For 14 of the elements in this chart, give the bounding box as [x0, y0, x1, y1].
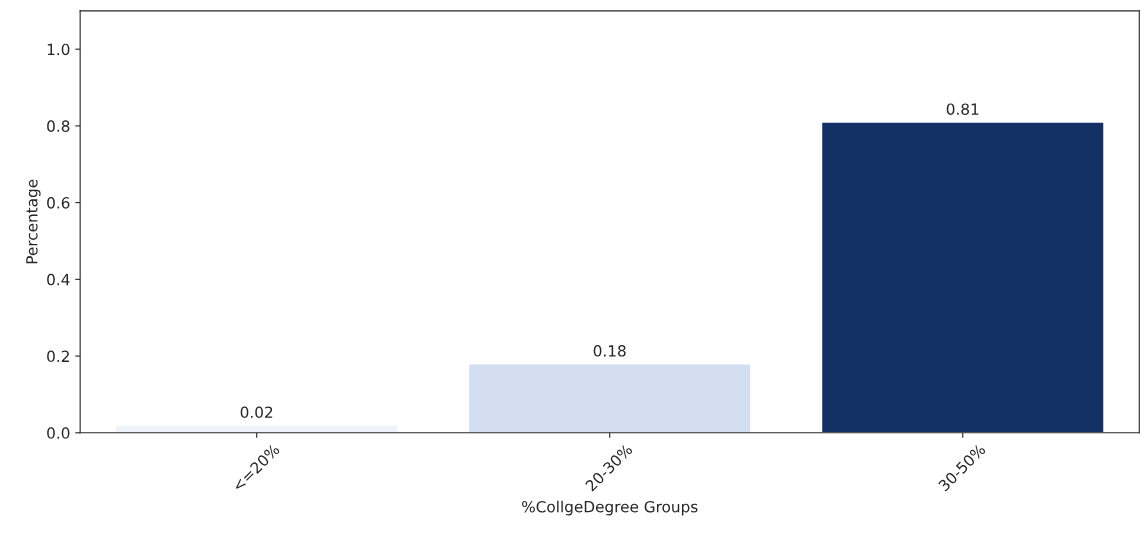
y-tick-label: 0.0 [47, 427, 70, 439]
y-tick-label: 0.8 [47, 120, 70, 132]
y-tick-label: 0.6 [47, 197, 70, 209]
data-label: 0.81 [946, 103, 979, 115]
x-axis-title: %CollgeDegree Groups [522, 500, 698, 516]
y-tick-label: 0.4 [47, 273, 70, 286]
y-axis-title: Percentage [26, 179, 41, 264]
data-label: 0.18 [593, 345, 626, 357]
bar [114, 424, 399, 433]
data-label: 0.02 [240, 406, 273, 418]
y-tick-label: 1.0 [47, 43, 70, 56]
bar [467, 363, 752, 433]
y-tick-label: 0.2 [47, 350, 69, 363]
bar [820, 121, 1105, 433]
